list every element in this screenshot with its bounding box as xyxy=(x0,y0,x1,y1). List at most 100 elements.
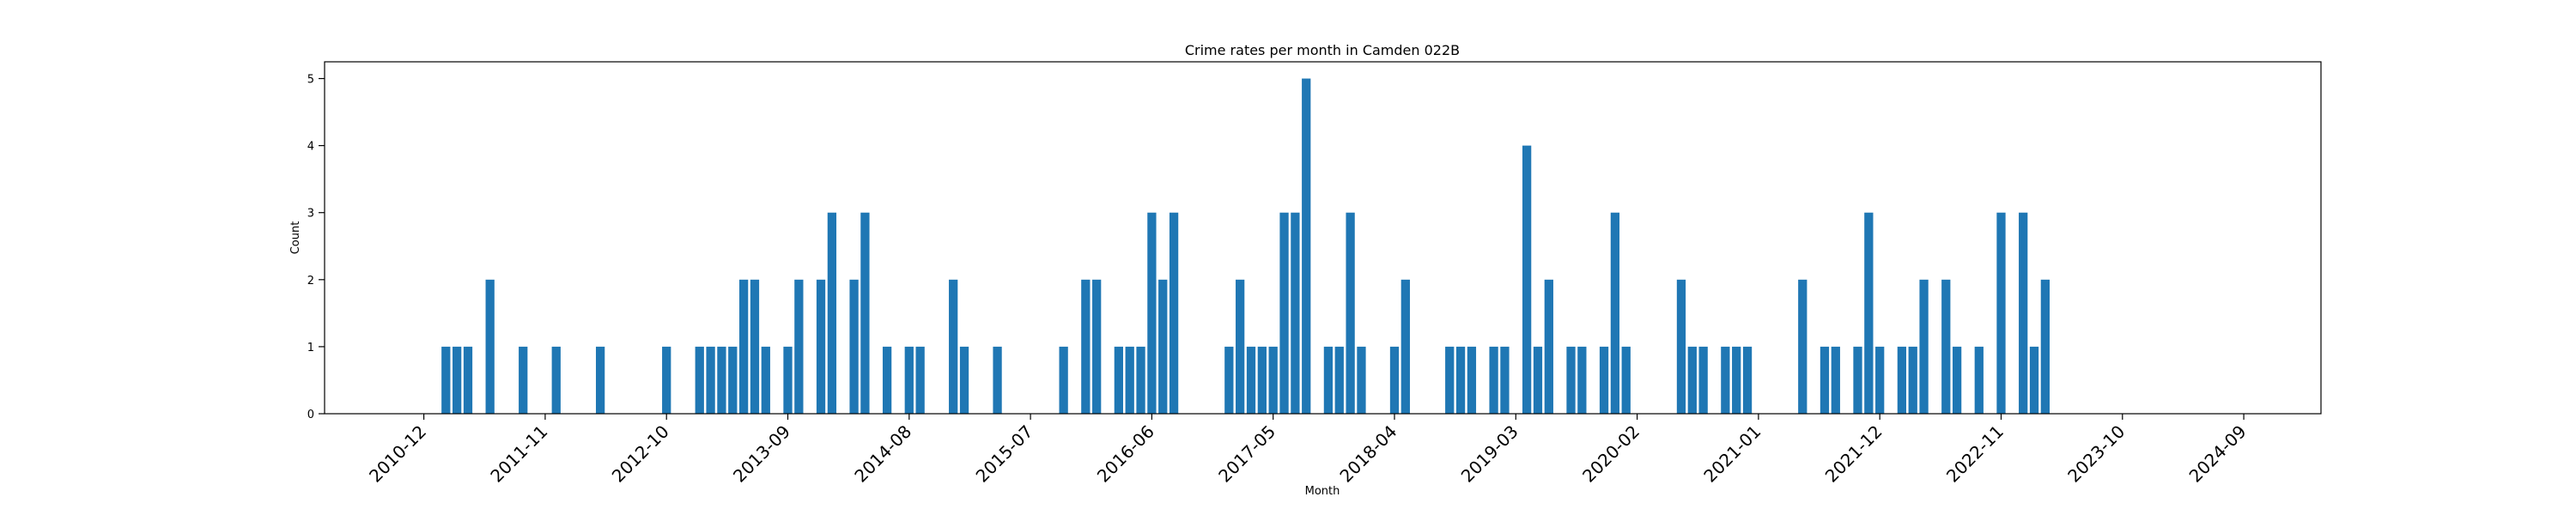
bar-2020-01 xyxy=(1621,346,1631,414)
bar-2016-08 xyxy=(1169,212,1179,414)
bar-2021-12 xyxy=(1875,346,1885,414)
bar-2014-08 xyxy=(904,346,914,414)
bar-2017-06 xyxy=(1279,212,1289,414)
bar-2021-07 xyxy=(1820,346,1830,414)
x-tick-label: 2013-09 xyxy=(729,421,794,487)
bar-2016-04 xyxy=(1125,346,1134,414)
x-axis-label: Month xyxy=(1305,485,1340,498)
bar-2011-09 xyxy=(519,346,528,414)
bar-2014-09 xyxy=(915,346,925,414)
y-axis-label: Count xyxy=(289,221,302,255)
x-tick-label: 2010-12 xyxy=(365,421,430,487)
bar-2016-07 xyxy=(1158,279,1168,414)
x-tick-label: 2016-06 xyxy=(1093,421,1158,487)
bar-2016-01 xyxy=(1092,279,1102,414)
bar-2013-10 xyxy=(794,279,804,414)
bar-2015-10 xyxy=(1059,346,1068,414)
bar-2022-04 xyxy=(1919,279,1929,414)
bar-2017-02 xyxy=(1236,279,1245,414)
bar-2020-08 xyxy=(1698,346,1708,414)
bar-2011-12 xyxy=(551,346,561,414)
bar-2011-02 xyxy=(441,346,451,414)
bar-2017-04 xyxy=(1257,346,1267,414)
bar-2017-03 xyxy=(1246,346,1256,414)
bar-2015-12 xyxy=(1081,279,1091,414)
bar-2014-04 xyxy=(860,212,870,414)
bar-2020-10 xyxy=(1721,346,1730,414)
bar-2023-02 xyxy=(2029,346,2039,414)
bar-2017-10 xyxy=(1323,346,1334,414)
bar-2021-08 xyxy=(1831,346,1840,414)
x-tick-label: 2012-10 xyxy=(608,421,673,487)
bar-2011-03 xyxy=(453,346,462,414)
bar-2018-05 xyxy=(1400,279,1410,414)
x-tick-label: 2018-04 xyxy=(1335,421,1400,487)
x-tick-label: 2020-02 xyxy=(1578,421,1643,487)
bars-group xyxy=(441,78,2050,415)
bar-2017-07 xyxy=(1291,212,1300,414)
x-tick-label: 2022-11 xyxy=(1942,421,2008,487)
x-tick-label: 2023-10 xyxy=(2063,421,2129,487)
bar-2019-08 xyxy=(1566,346,1576,414)
y-axis-ticks: 0 1 2 3 4 5 xyxy=(307,74,325,421)
bar-2016-03 xyxy=(1114,346,1123,414)
x-tick-label: 2024-09 xyxy=(2185,421,2251,487)
y-tick-label: 3 xyxy=(307,208,314,221)
x-tick-label: 2019-03 xyxy=(1457,421,1522,487)
bar-2017-12 xyxy=(1346,212,1355,414)
x-tick-label: 2021-12 xyxy=(1821,421,1886,487)
bar-2011-04 xyxy=(463,346,473,414)
x-tick-label: 2021-01 xyxy=(1699,421,1765,487)
y-tick-label: 5 xyxy=(307,74,314,87)
bar-2018-01 xyxy=(1357,346,1366,414)
y-tick-label: 0 xyxy=(307,409,314,421)
x-tick-label: 2015-07 xyxy=(972,421,1037,487)
bar-2017-01 xyxy=(1224,346,1234,414)
bar-2014-06 xyxy=(882,346,892,414)
bar-2014-12 xyxy=(949,279,958,414)
chart-title: Crime rates per month in Camden 022B xyxy=(1185,42,1460,58)
bar-2021-10 xyxy=(1853,346,1862,414)
bar-2012-10 xyxy=(662,346,671,414)
bar-2014-01 xyxy=(827,212,837,414)
bar-2016-05 xyxy=(1136,346,1145,414)
bar-2019-05 xyxy=(1533,346,1543,414)
bar-2022-11 xyxy=(1996,212,2006,414)
bar-2023-01 xyxy=(2019,212,2028,414)
bar-2020-12 xyxy=(1742,346,1753,414)
bar-2021-11 xyxy=(1864,212,1874,414)
x-axis-ticks: 2010-12 2011-11 2012-10 2013-09 2014-08 2015-… xyxy=(365,414,2251,487)
y-tick-label: 2 xyxy=(307,275,314,288)
bar-2013-02 xyxy=(706,346,715,414)
bar-2019-11 xyxy=(1599,346,1609,414)
bar-2017-11 xyxy=(1334,346,1344,414)
bar-2023-03 xyxy=(2040,279,2050,414)
bar-2013-01 xyxy=(695,346,704,414)
bar-2015-04 xyxy=(993,346,1002,414)
y-tick-label: 4 xyxy=(307,141,314,154)
bar-2019-02 xyxy=(1500,346,1510,414)
bar-2019-06 xyxy=(1544,279,1553,414)
bar-2012-04 xyxy=(595,346,605,414)
bar-2020-11 xyxy=(1732,346,1741,414)
bar-2019-01 xyxy=(1489,346,1498,414)
bar-2015-01 xyxy=(959,346,969,414)
bar-2022-06 xyxy=(1941,279,1951,414)
bar-2018-11 xyxy=(1467,346,1477,414)
bar-2013-12 xyxy=(816,279,826,414)
bar-2022-03 xyxy=(1908,346,1917,414)
y-tick-label: 1 xyxy=(307,342,314,354)
bar-2019-09 xyxy=(1577,346,1587,414)
bar-2017-05 xyxy=(1268,346,1278,414)
bar-2011-06 xyxy=(485,279,495,414)
bar-2019-04 xyxy=(1522,145,1532,414)
bar-2013-07 xyxy=(761,346,770,414)
bar-2013-06 xyxy=(750,279,760,414)
bar-2022-09 xyxy=(1974,346,1984,414)
bar-2013-09 xyxy=(783,346,793,414)
bar-2013-04 xyxy=(728,346,738,414)
bar-2014-03 xyxy=(849,279,859,414)
bar-2018-04 xyxy=(1389,346,1400,414)
bar-2013-05 xyxy=(738,279,749,414)
bar-2018-09 xyxy=(1445,346,1455,414)
